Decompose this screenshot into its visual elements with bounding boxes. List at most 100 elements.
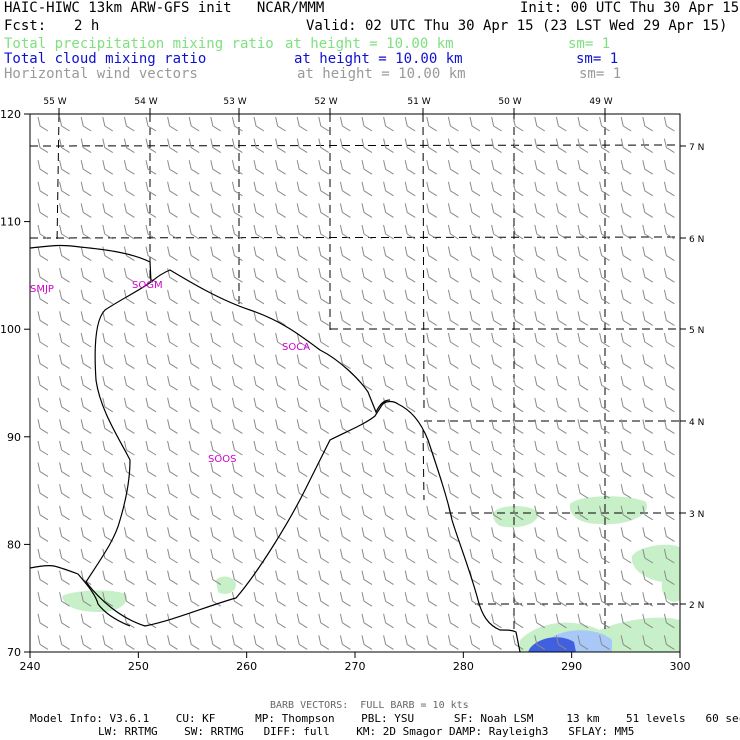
wind-barb	[37, 548, 49, 564]
wind-barb	[145, 246, 157, 262]
y-tick-label: 90	[7, 431, 21, 444]
wind-barb	[80, 246, 92, 262]
wind-barb	[534, 548, 546, 564]
wind-barb	[534, 116, 546, 132]
wind-barb	[426, 224, 438, 240]
wind-barb	[383, 354, 394, 370]
wind-barb	[469, 440, 481, 456]
wind-barb	[642, 613, 654, 629]
wind-barb	[599, 181, 610, 197]
wind-barb	[577, 224, 589, 240]
wind-barb	[361, 548, 373, 564]
wind-barb	[577, 376, 589, 391]
wind-barb	[188, 635, 200, 650]
wind-barb	[663, 592, 675, 607]
wind-barb	[469, 332, 481, 348]
wind-barb	[599, 160, 610, 175]
wind-barb	[404, 570, 416, 586]
wind-barb	[620, 548, 632, 564]
wind-barb	[275, 268, 286, 283]
wind-barb	[599, 548, 610, 564]
wind-barb	[123, 440, 135, 456]
wind-barb	[426, 462, 438, 478]
lat-label: 7 N	[689, 143, 704, 153]
wind-barb	[145, 181, 157, 197]
wind-barb	[555, 160, 567, 175]
wind-barb	[253, 527, 265, 542]
wind-barb	[296, 116, 308, 132]
wind-barb	[512, 462, 524, 478]
wind-barb	[447, 397, 459, 413]
wind-barb	[253, 354, 265, 370]
wind-barb	[188, 419, 200, 434]
wind-barb	[296, 592, 308, 607]
wind-barb	[231, 138, 243, 154]
wind-barb	[534, 376, 546, 391]
wind-barb	[210, 397, 222, 413]
wind-barb	[599, 635, 610, 650]
wind-barb	[469, 311, 481, 326]
x-tick-label: 280	[453, 660, 474, 673]
wind-barb	[426, 548, 438, 564]
wind-barb	[620, 635, 632, 650]
wind-barb	[577, 246, 589, 262]
wind-barb	[188, 397, 200, 413]
wind-barb	[599, 116, 610, 132]
wind-barb	[318, 268, 330, 283]
wind-barb	[469, 160, 481, 175]
wind-barb	[80, 527, 92, 542]
wind-barb	[620, 224, 632, 240]
wind-barb	[80, 592, 92, 607]
wind-barb	[80, 160, 92, 175]
wind-barb	[383, 311, 394, 326]
wind-barb	[167, 311, 178, 326]
wind-barb	[663, 635, 675, 650]
wind-barb	[512, 527, 524, 542]
wind-barb	[663, 289, 675, 305]
wind-barb	[296, 224, 308, 240]
wind-barb	[663, 224, 675, 240]
wind-barb	[37, 376, 49, 391]
wind-barb	[577, 268, 589, 283]
wind-barb	[210, 268, 222, 283]
wind-barb	[102, 527, 114, 542]
wind-barb	[339, 268, 351, 283]
wind-barb	[663, 311, 675, 326]
wind-barb	[642, 570, 654, 586]
wind-barb	[231, 570, 243, 586]
wind-barb	[469, 268, 481, 283]
wind-barb	[620, 289, 632, 305]
wind-barb	[318, 376, 330, 391]
wind-barb	[447, 613, 459, 629]
wind-barb	[167, 160, 178, 175]
wind-barb	[167, 224, 178, 240]
wind-barb	[469, 354, 481, 370]
lon-label: 51 W	[407, 97, 430, 107]
wind-barb	[447, 332, 459, 348]
wind-barb	[37, 484, 49, 499]
wind-barb	[491, 203, 502, 218]
wind-barb	[620, 116, 632, 132]
wind-barb	[188, 354, 200, 370]
wind-barb	[620, 397, 632, 413]
wind-barb	[296, 268, 308, 283]
wind-barb	[404, 484, 416, 499]
wind-barb	[296, 376, 308, 391]
wind-barb	[123, 462, 135, 478]
wind-barb	[37, 440, 49, 456]
guyana-coast	[29, 565, 131, 627]
wind-barb	[469, 246, 481, 262]
wind-barb	[80, 462, 92, 478]
wind-barb	[404, 268, 416, 283]
wind-barb	[80, 505, 92, 521]
wind-barb	[555, 138, 567, 154]
wind-barb	[426, 570, 438, 586]
wind-barb	[145, 203, 157, 218]
y-tick-label: 70	[7, 646, 21, 659]
wind-barb	[80, 203, 92, 218]
wind-barb	[145, 397, 157, 413]
wind-barb	[167, 613, 178, 629]
wind-barb	[599, 613, 610, 629]
wind-barb	[642, 116, 654, 132]
wind-barb	[188, 160, 200, 175]
